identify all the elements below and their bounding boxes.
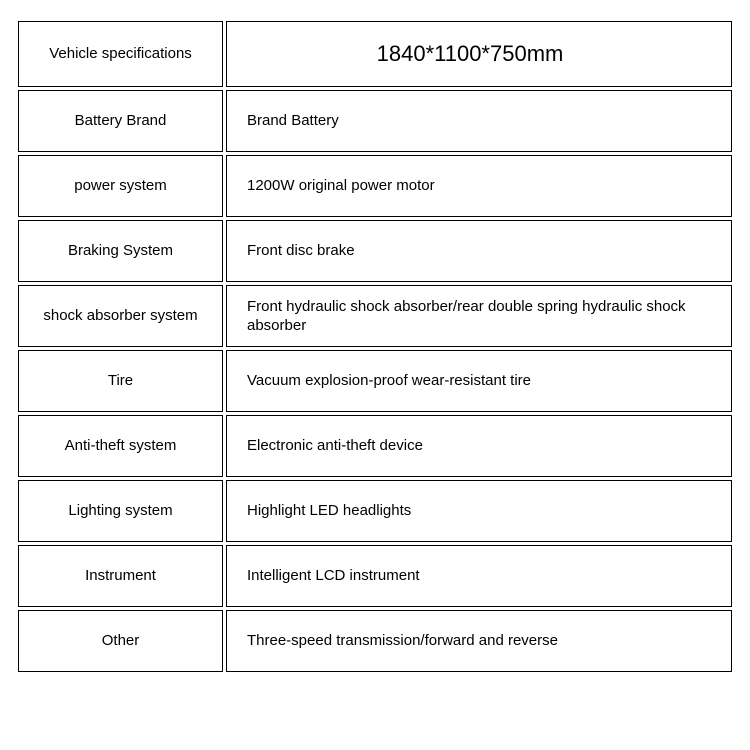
spec-table: Vehicle specifications 1840*1100*750mm B…: [15, 18, 735, 675]
row-label-cell: power system: [18, 155, 223, 217]
row-label-cell: Instrument: [18, 545, 223, 607]
row-value-cell: Three-speed transmission/forward and rev…: [226, 610, 732, 672]
table-row: Tire Vacuum explosion-proof wear-resista…: [18, 350, 732, 412]
row-value-cell: Front disc brake: [226, 220, 732, 282]
table-row: Instrument Intelligent LCD instrument: [18, 545, 732, 607]
table-row: Anti-theft system Electronic anti-theft …: [18, 415, 732, 477]
table-row: power system 1200W original power motor: [18, 155, 732, 217]
row-value-cell: Front hydraulic shock absorber/rear doub…: [226, 285, 732, 347]
row-label-cell: Braking System: [18, 220, 223, 282]
row-value-cell: Intelligent LCD instrument: [226, 545, 732, 607]
row-value-cell: 1200W original power motor: [226, 155, 732, 217]
table-row: shock absorber system Front hydraulic sh…: [18, 285, 732, 347]
row-value-cell: Vacuum explosion-proof wear-resistant ti…: [226, 350, 732, 412]
row-label-cell: Lighting system: [18, 480, 223, 542]
row-label-cell: Anti-theft system: [18, 415, 223, 477]
spec-table-container: Vehicle specifications 1840*1100*750mm B…: [15, 18, 735, 675]
table-row: Other Three-speed transmission/forward a…: [18, 610, 732, 672]
table-row: Battery Brand Brand Battery: [18, 90, 732, 152]
row-label-cell: shock absorber system: [18, 285, 223, 347]
row-label-cell: Tire: [18, 350, 223, 412]
row-value-cell: Highlight LED headlights: [226, 480, 732, 542]
row-value-cell: Brand Battery: [226, 90, 732, 152]
table-row: Braking System Front disc brake: [18, 220, 732, 282]
table-header-row: Vehicle specifications 1840*1100*750mm: [18, 21, 732, 87]
header-label-cell: Vehicle specifications: [18, 21, 223, 87]
row-value-cell: Electronic anti-theft device: [226, 415, 732, 477]
header-value-cell: 1840*1100*750mm: [226, 21, 732, 87]
row-label-cell: Other: [18, 610, 223, 672]
row-label-cell: Battery Brand: [18, 90, 223, 152]
table-row: Lighting system Highlight LED headlights: [18, 480, 732, 542]
